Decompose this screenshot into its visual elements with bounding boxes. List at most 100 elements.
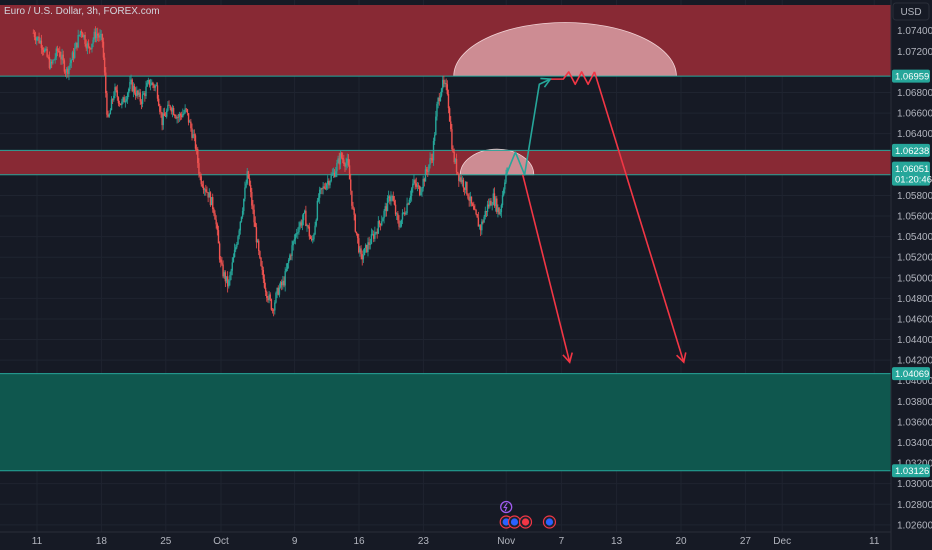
- candle-body: [285, 269, 288, 272]
- candle-body: [440, 88, 443, 96]
- candle-body: [125, 99, 128, 101]
- candle-body: [497, 207, 499, 212]
- candle-body: [136, 90, 138, 96]
- candle-body: [34, 37, 37, 41]
- candle-body: [422, 178, 424, 189]
- candle-body: [72, 52, 75, 58]
- candle-body: [333, 172, 336, 177]
- candle-body: [479, 225, 482, 231]
- candle-body: [310, 238, 313, 241]
- lightning-event-icon[interactable]: [500, 500, 513, 514]
- down-arrowhead-red-1: [562, 352, 573, 364]
- candle-body: [381, 221, 383, 226]
- candle-body: [468, 198, 470, 201]
- candle-body: [94, 31, 97, 39]
- candle-body: [251, 191, 253, 206]
- candle-body: [70, 60, 72, 64]
- candle-body: [287, 260, 290, 264]
- candle-body: [352, 205, 354, 209]
- candle-body: [389, 196, 391, 202]
- candle-body: [78, 34, 81, 36]
- candle-body: [65, 68, 68, 73]
- candle-body: [305, 210, 307, 227]
- candle-body: [367, 242, 369, 253]
- price-tick-label: 1.06400: [897, 129, 932, 140]
- candle-body: [46, 48, 48, 57]
- candle-body: [175, 116, 177, 119]
- candle-body: [166, 110, 168, 117]
- candle-body: [363, 248, 366, 256]
- candle-body: [262, 270, 265, 279]
- time-tick-label: 9: [292, 536, 298, 547]
- level-106238-tag: [892, 143, 930, 157]
- up-arrowhead-green: [540, 77, 552, 88]
- candle-body: [347, 158, 350, 166]
- candle-body: [116, 90, 118, 98]
- price-tick-label: 1.04400: [897, 335, 932, 346]
- candle-body: [295, 233, 298, 235]
- candle-body: [229, 275, 231, 281]
- candle-body: [122, 97, 124, 102]
- candle-body: [294, 234, 297, 240]
- candle-body: [465, 181, 467, 190]
- time-tick-label: 23: [418, 536, 430, 547]
- candle-body: [496, 198, 498, 212]
- candle-body: [409, 195, 412, 200]
- candle-body: [282, 280, 284, 286]
- candle-body: [387, 196, 390, 198]
- candle-body: [145, 86, 147, 97]
- candle-body: [410, 188, 413, 196]
- demand-zone: [0, 373, 891, 471]
- candle-body: [471, 203, 474, 206]
- candle-body: [187, 113, 190, 123]
- candle-body: [241, 210, 244, 217]
- candle-body: [59, 51, 61, 57]
- candle-body: [315, 219, 317, 226]
- candle-body: [216, 224, 219, 231]
- candle-body: [431, 158, 434, 161]
- candle-body: [491, 204, 493, 206]
- candle-body: [217, 230, 220, 244]
- time-tick-label: 16: [353, 536, 365, 547]
- candle-body: [240, 216, 243, 222]
- candle-body: [313, 234, 315, 240]
- candle-body: [366, 244, 368, 253]
- candle-body: [178, 114, 181, 118]
- candle-body: [308, 226, 311, 237]
- price-tick-label: 1.07400: [897, 26, 932, 37]
- candle-body: [327, 180, 329, 185]
- price-tick-label: 1.06600: [897, 109, 932, 120]
- candle-body: [98, 35, 100, 38]
- candle-body: [85, 44, 87, 49]
- candle-body: [314, 225, 316, 235]
- candle-body: [322, 186, 324, 189]
- candle-body: [394, 204, 397, 215]
- candle-body: [212, 197, 214, 209]
- down-arrowhead-red-2: [676, 352, 687, 364]
- candle-body: [435, 116, 437, 135]
- candle-body: [400, 219, 403, 227]
- candle-body: [105, 72, 107, 94]
- candle-body: [291, 245, 293, 256]
- candle-body: [180, 115, 183, 118]
- candle-body: [64, 71, 67, 73]
- candle-body: [129, 81, 131, 89]
- currency-button[interactable]: [892, 2, 930, 21]
- candle-body: [416, 185, 419, 187]
- candle-body: [237, 236, 239, 245]
- level-106238-tag-label: 1.06238: [895, 146, 929, 157]
- current-price-label: 1.06051: [895, 164, 929, 175]
- candle-body: [454, 158, 457, 163]
- price-tick-label: 1.05800: [897, 191, 932, 202]
- price-tick-label: 1.03400: [897, 438, 932, 449]
- candle-body: [225, 276, 228, 282]
- candle-body: [324, 187, 327, 189]
- candle-body: [266, 291, 268, 298]
- candle-body: [481, 221, 483, 231]
- candle-body: [267, 297, 269, 301]
- candle-body: [427, 171, 429, 173]
- candle-body: [489, 200, 491, 207]
- candle-body: [328, 180, 330, 186]
- candle-body: [270, 299, 273, 310]
